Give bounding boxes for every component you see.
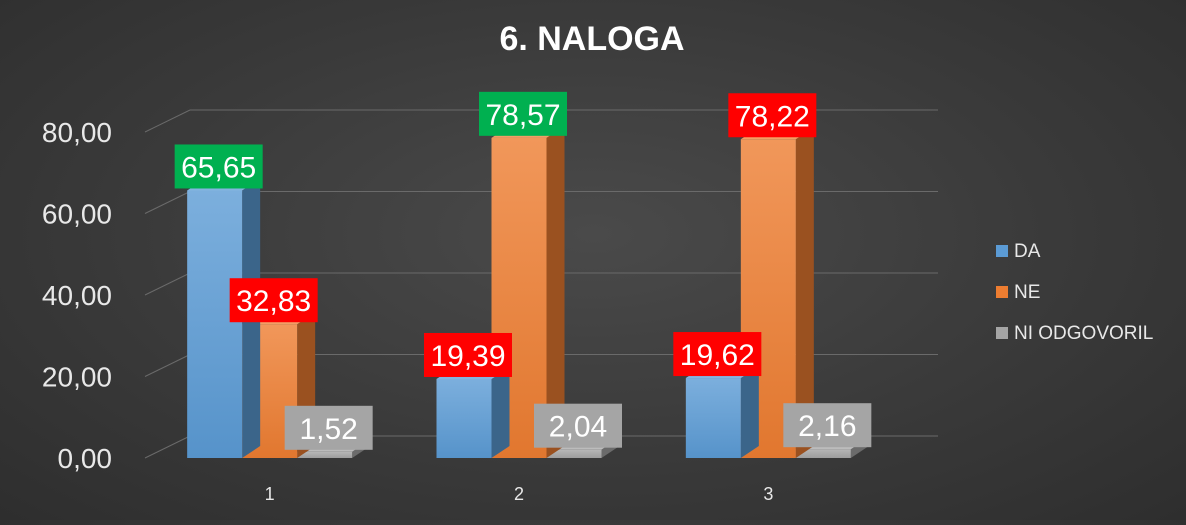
legend-swatch (996, 245, 1008, 257)
data-label: 78,57 (479, 91, 567, 136)
legend-item-ni-odgovoril: NI ODGOVORIL (996, 323, 1153, 344)
data-label-box (174, 144, 263, 189)
gridline-depth (144, 191, 191, 214)
bar-front (297, 451, 353, 458)
data-label-text: 19,62 (680, 339, 755, 372)
data-label-box (673, 332, 762, 377)
data-label-text: 78,22 (735, 100, 810, 133)
bar-front (795, 449, 851, 458)
y-tick-label: 40,00 (42, 280, 112, 311)
bar-side (740, 366, 759, 458)
legend-label: NE (1014, 282, 1040, 303)
bar-da-2 (436, 366, 510, 458)
gridline-depth (144, 354, 191, 377)
data-label: 2,04 (534, 403, 622, 448)
data-label: 19,39 (424, 332, 512, 377)
gridline-depth (144, 272, 191, 296)
y-tick-label: 20,00 (42, 362, 112, 393)
legend-swatch (996, 286, 1008, 298)
legend-swatch (996, 327, 1008, 339)
data-label-text: 65,65 (181, 151, 256, 184)
bar-side (795, 127, 814, 458)
data-label: 1,52 (284, 405, 373, 450)
y-tick-label: 80,00 (42, 117, 112, 148)
x-tick-label: 1 (265, 484, 275, 504)
x-tick-label: 2 (514, 484, 524, 504)
bar-side (546, 125, 565, 459)
data-label-box (424, 332, 512, 377)
bar-front (546, 449, 602, 458)
data-label-box (783, 403, 872, 448)
data-label-text: 1,52 (299, 413, 357, 446)
y-tick-label: 60,00 (42, 199, 112, 230)
bar-front (685, 378, 741, 458)
data-label: 2,16 (783, 403, 872, 448)
chart-title: 6. NALOGA (499, 20, 684, 58)
data-label-text: 19,39 (430, 340, 505, 373)
bar-front (187, 190, 243, 458)
bar-side (491, 366, 510, 458)
data-label-text: 2,04 (549, 411, 607, 444)
data-label-text: 78,57 (485, 99, 560, 132)
gridline-depth (144, 435, 191, 459)
y-tick-label: 0,00 (58, 443, 113, 474)
bar-front (436, 378, 492, 458)
data-label-text: 32,83 (236, 285, 311, 318)
data-label: 65,65 (174, 144, 263, 189)
x-tick-label: 3 (763, 484, 773, 504)
legend-label: NI ODGOVORIL (1014, 323, 1153, 344)
data-label-box (284, 405, 373, 450)
data-label-box (479, 91, 567, 136)
gridline-depth (144, 109, 191, 133)
data-label: 19,62 (673, 332, 762, 377)
legend-item-ne: NE (996, 282, 1040, 303)
data-label: 78,22 (728, 93, 817, 138)
bar-da-3 (685, 366, 759, 458)
legend-label: DA (1014, 241, 1041, 262)
data-label-box (728, 93, 817, 138)
data-label: 32,83 (229, 278, 318, 323)
data-label-box (229, 278, 318, 323)
data-label-box (534, 403, 622, 448)
data-label-text: 2,16 (798, 410, 856, 443)
legend-item-da: DA (996, 241, 1041, 262)
